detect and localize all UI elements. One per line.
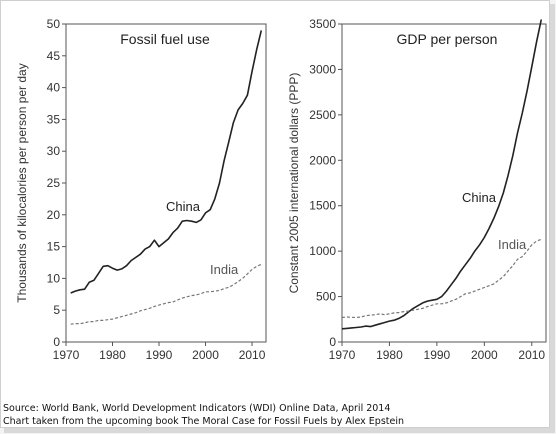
x-tick-label: 2000	[192, 348, 219, 362]
series-line-china	[70, 30, 263, 294]
x-tick-label: 1970	[53, 348, 80, 362]
y-tick-label: 40	[47, 81, 61, 95]
y-tick-label: 5	[53, 303, 60, 317]
x-tick-label: 2010	[518, 348, 545, 362]
y-axis-label: Thousands of kilocalories per person per…	[15, 63, 29, 302]
frame-shadow-bottom	[4, 428, 555, 433]
x-tick-label: 1970	[329, 348, 356, 362]
y-tick-label: 0	[53, 335, 60, 349]
book-credit: Chart taken from the upcoming book The M…	[3, 416, 405, 427]
y-tick-label: 3500	[309, 17, 336, 31]
x-tick-label: 1990	[146, 348, 173, 362]
series-label-india: India	[210, 262, 239, 277]
y-tick-label: 25	[47, 176, 61, 190]
chart-title: GDP per person	[397, 31, 498, 47]
chart-frame	[0, 0, 550, 428]
x-tick-label: 1990	[424, 348, 451, 362]
x-tick-label: 2000	[471, 348, 498, 362]
y-tick-label: 50	[47, 17, 61, 31]
x-tick-label: 2010	[239, 348, 266, 362]
series-line-india	[341, 238, 542, 319]
y-tick-label: 2500	[309, 108, 336, 122]
series-label-china: China	[166, 199, 201, 214]
x-tick-label: 1980	[99, 348, 126, 362]
y-tick-label: 1500	[309, 199, 336, 213]
source-citation: Source: World Bank, World Development In…	[3, 403, 391, 414]
x-tick-label: 1980	[376, 348, 403, 362]
series-label-india: India	[498, 237, 527, 252]
y-tick-label: 10	[47, 271, 61, 285]
chart-title: Fossil fuel use	[120, 31, 210, 47]
series-label-china: China	[462, 190, 497, 205]
chart-panel-fossil-fuel: 0 5 10 15 20 25 30 35 40 45 50 1970 1980 1990 2000 2010…	[15, 17, 267, 362]
y-tick-label: 45	[47, 49, 61, 63]
series-line-india	[70, 263, 262, 325]
y-axis-label: Constant 2005 international dollars (PPP…	[287, 73, 301, 294]
y-tick-label: 1000	[309, 244, 336, 258]
y-tick-label: 2000	[309, 153, 336, 167]
chart-panel-gdp: 0 500 1000 1500 2000 2500 3000 3500 1970 1980 1990…	[287, 17, 547, 362]
y-tick-label: 15	[47, 240, 61, 254]
y-tick-label: 0	[329, 335, 336, 349]
frame-shadow-right	[550, 4, 555, 432]
series-line-china	[341, 19, 543, 330]
plot-area-frame	[65, 23, 267, 343]
y-tick-label: 3000	[309, 62, 336, 76]
y-tick-label: 30	[47, 144, 61, 158]
y-tick-label: 35	[47, 112, 61, 126]
y-tick-label: 20	[47, 208, 61, 222]
plot-area-frame	[341, 23, 547, 343]
y-tick-label: 500	[316, 290, 336, 304]
